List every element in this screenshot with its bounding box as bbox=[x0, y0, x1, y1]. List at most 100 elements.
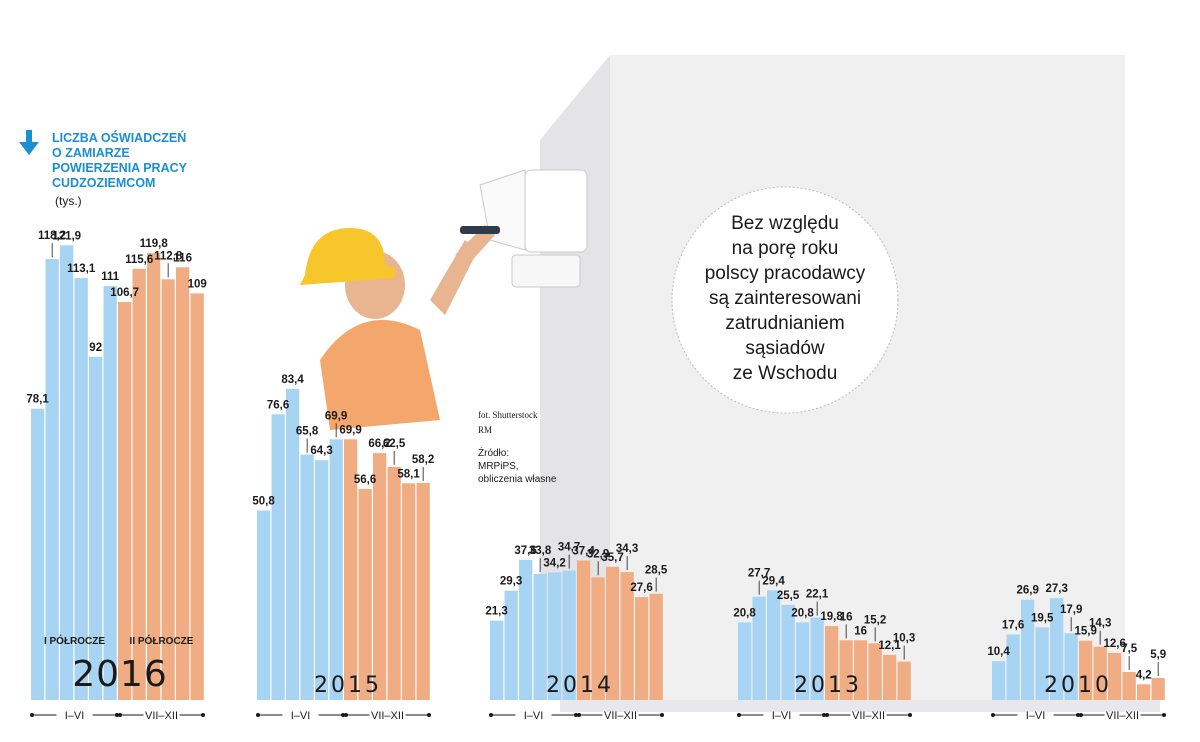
bar-2013-V bbox=[796, 622, 810, 700]
value-label-2013-I: 20,8 bbox=[733, 607, 756, 619]
bar-2016-III bbox=[60, 245, 74, 701]
value-label-2013-VIII: 16 bbox=[840, 611, 853, 623]
value-label-2013-IX: 16 bbox=[854, 625, 867, 637]
value-label-2013-XII: 10,3 bbox=[893, 633, 915, 645]
value-label-2010-V: 27,3 bbox=[1046, 583, 1068, 595]
value-label-2016-X: 112,8 bbox=[154, 250, 183, 262]
value-label-2014-IX: 35,7 bbox=[601, 552, 623, 564]
value-label-2014-VI: 34,7 bbox=[558, 542, 580, 554]
second-half-inner-label: II PÓŁROCZE bbox=[130, 634, 194, 647]
down-arrow-icon bbox=[19, 130, 39, 155]
value-label-2014-XII: 28,5 bbox=[645, 565, 668, 577]
value-label-2013-III: 29,4 bbox=[762, 575, 785, 587]
bar-2013-VI bbox=[810, 617, 824, 700]
bar-2014-I bbox=[490, 620, 504, 700]
value-label-2014-III: 37,6 bbox=[514, 545, 536, 557]
value-label-2016-V: 92 bbox=[89, 342, 102, 354]
value-label-2016-II: 118,2 bbox=[38, 230, 66, 242]
bar-2010-VIII bbox=[1093, 646, 1107, 700]
bar-2010-I bbox=[992, 661, 1006, 700]
bar-2016-IV bbox=[74, 278, 88, 700]
value-label-2016-III: 121,9 bbox=[52, 230, 81, 242]
value-label-2016-IV: 113,1 bbox=[67, 263, 96, 275]
bar-2013-III bbox=[767, 590, 781, 700]
bar-2014-XI bbox=[635, 597, 649, 700]
bar-2013-VII bbox=[825, 626, 839, 700]
value-label-2014-IV: 33,8 bbox=[529, 545, 552, 557]
value-label-2015-I: 50,8 bbox=[252, 496, 275, 508]
value-label-2015-IV: 65,8 bbox=[296, 426, 319, 438]
value-label-2010-III: 26,9 bbox=[1017, 585, 1039, 597]
value-label-2013-X: 15,2 bbox=[864, 614, 886, 626]
chart-2014: 21,3 29,3 37,633,834,2 34,737,432,935,734,3… bbox=[485, 542, 667, 722]
bar-2013-VIII bbox=[839, 640, 853, 700]
value-label-2015-XI: 58,1 bbox=[397, 468, 420, 480]
second-half-axis-label: VII–XII bbox=[371, 710, 404, 722]
second-half-axis-label: VII–XII bbox=[145, 710, 178, 722]
source-note: Źródło: MRPiPS, obliczenia własne bbox=[478, 446, 557, 485]
bar-2015-III bbox=[286, 388, 300, 700]
bar-2015-IV bbox=[300, 454, 314, 700]
bar-2013-X bbox=[868, 643, 882, 700]
bar-2016-V bbox=[89, 356, 103, 700]
half-axis-2010: I–VI VII–XII bbox=[991, 710, 1166, 722]
value-label-2016-IX: 119,8 bbox=[140, 238, 169, 250]
bar-2015-VI bbox=[329, 439, 343, 700]
bar-2014-XII bbox=[649, 593, 663, 700]
value-label-2013-II: 27,7 bbox=[748, 568, 770, 580]
value-label-2014-VIII: 32,9 bbox=[587, 548, 609, 560]
value-label-2015-V: 64,3 bbox=[310, 445, 332, 457]
bar-2010-IX bbox=[1108, 653, 1122, 700]
value-label-2016-VII: 106,7 bbox=[110, 287, 139, 299]
value-label-2015-II: 76,6 bbox=[267, 399, 289, 411]
worker-illustration bbox=[300, 225, 500, 430]
value-label-2014-XI: 27,6 bbox=[630, 582, 652, 594]
value-label-2015-III: 83,4 bbox=[281, 374, 304, 386]
value-label-2015-VIII: 56,6 bbox=[354, 474, 376, 486]
bar-2016-I bbox=[31, 408, 45, 700]
chart-2013: 20,827,729,425,520,822,119,8161615,212,1… bbox=[733, 568, 915, 722]
value-label-2016-VIII: 115,6 bbox=[125, 254, 153, 266]
bar-2010-XI bbox=[1137, 684, 1151, 700]
value-label-2010-XI: 4,2 bbox=[1136, 669, 1152, 681]
bar-2010-VII bbox=[1079, 640, 1093, 700]
bar-2013-II bbox=[752, 596, 766, 700]
year-label-2013: 2013 bbox=[794, 673, 862, 698]
bar-2013-IV bbox=[781, 604, 795, 700]
year-label-2015: 2015 bbox=[314, 673, 382, 698]
bar-2016-II bbox=[45, 259, 59, 700]
value-label-2014-I: 21,3 bbox=[485, 606, 507, 618]
value-label-2010-IV: 19,5 bbox=[1031, 612, 1054, 624]
first-half-axis-label: I–VI bbox=[65, 710, 85, 722]
value-label-2010-I: 10,4 bbox=[987, 646, 1010, 658]
value-label-2016-VI: 111 bbox=[101, 271, 120, 283]
bar-2016-VII bbox=[118, 302, 132, 700]
bar-2013-XII bbox=[897, 661, 911, 700]
chart-title-block: LICZBA OŚWIADCZEŃ O ZAMIARZE POWIERZENIA P… bbox=[19, 130, 188, 208]
bar-2015-X bbox=[387, 466, 401, 700]
unit-label: (tys.) bbox=[55, 194, 82, 208]
value-label-2010-VIII: 14,3 bbox=[1089, 618, 1111, 630]
bar-2013-IX bbox=[854, 640, 868, 700]
bar-2014-III bbox=[519, 559, 533, 700]
bar-2015-IX bbox=[373, 453, 387, 700]
chart-title: LICZBA OŚWIADCZEŃ O ZAMIARZE POWIERZENIA P… bbox=[52, 130, 188, 190]
value-label-2016-XII: 109 bbox=[188, 278, 207, 290]
bar-2010-IV bbox=[1035, 627, 1049, 700]
value-label-2014-X: 34,3 bbox=[616, 543, 638, 555]
callout-text: Bez względu na porę roku polscy pracodawcy… bbox=[705, 213, 866, 384]
value-label-2010-VI: 17,9 bbox=[1060, 604, 1082, 616]
bar-2015-XI bbox=[402, 483, 416, 700]
value-label-2016-XI: 116 bbox=[173, 252, 192, 264]
second-half-axis-label: VII–XII bbox=[1106, 710, 1139, 722]
callout-circle: Bez względu na porę roku polscy pracodawcy… bbox=[671, 186, 899, 414]
bar-2014-II bbox=[504, 590, 518, 700]
half-axis-2014: I–VI VII–XII bbox=[489, 710, 664, 722]
value-label-2013-VI: 22,1 bbox=[806, 589, 829, 601]
bar-2015-V bbox=[315, 460, 329, 700]
year-label-2016: 2016 bbox=[72, 654, 168, 695]
value-label-2015-IX: 66,2 bbox=[368, 438, 390, 450]
author-credit: RM bbox=[478, 425, 492, 435]
bar-2014-IV bbox=[533, 573, 547, 700]
